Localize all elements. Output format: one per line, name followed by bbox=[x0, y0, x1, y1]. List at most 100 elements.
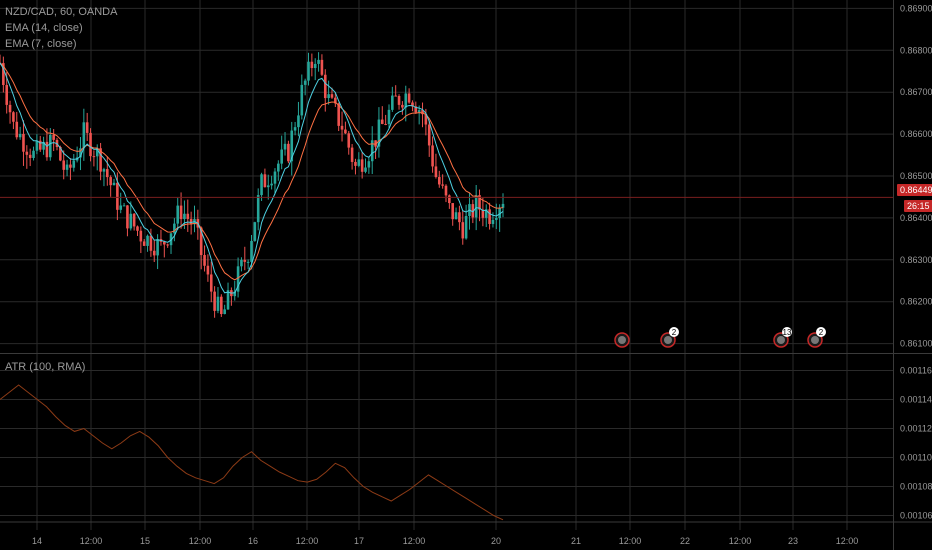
candle-body bbox=[474, 195, 478, 218]
candle-body bbox=[310, 61, 314, 69]
y-tick-label: 0.86200 bbox=[900, 297, 932, 307]
y-tick-label: 0.86400 bbox=[900, 213, 932, 223]
candle-body bbox=[293, 127, 297, 131]
y-tick-label: 0.86600 bbox=[900, 129, 932, 139]
candle-body bbox=[146, 235, 149, 246]
candle-body bbox=[421, 110, 424, 115]
event-flag-icon bbox=[777, 336, 785, 344]
candle-body bbox=[347, 133, 351, 148]
candle-body bbox=[89, 132, 92, 157]
candle-body bbox=[327, 94, 330, 99]
candle-body bbox=[360, 159, 364, 172]
candle-body bbox=[99, 148, 102, 172]
candle-body bbox=[28, 154, 32, 158]
candle-body bbox=[102, 169, 106, 172]
candle-body bbox=[35, 140, 39, 151]
x-tick-label: 22 bbox=[680, 536, 690, 546]
x-tick-label: 15 bbox=[140, 536, 150, 546]
candle-body bbox=[126, 205, 129, 229]
candle-body bbox=[189, 218, 193, 225]
candle-body bbox=[179, 205, 183, 220]
candle-body bbox=[407, 93, 411, 103]
candle-body bbox=[481, 209, 485, 218]
candle-body bbox=[183, 213, 186, 220]
candle-body bbox=[394, 95, 397, 97]
candle-body bbox=[256, 195, 260, 223]
candle-body bbox=[142, 241, 146, 246]
candle-body bbox=[494, 218, 498, 220]
candle-body bbox=[270, 183, 273, 186]
candle-body bbox=[112, 182, 116, 186]
y-tick-label: 0.86300 bbox=[900, 255, 932, 265]
candle-body bbox=[340, 125, 344, 130]
candle-body bbox=[370, 140, 374, 162]
candle-body bbox=[18, 133, 22, 138]
symbol-legend[interactable]: NZD/CAD, 60, OANDA bbox=[5, 6, 118, 18]
candle-body bbox=[206, 265, 210, 275]
y-tick-label: 0.00110 bbox=[900, 453, 932, 463]
candle-body bbox=[491, 219, 495, 224]
candle-body bbox=[380, 119, 384, 124]
candle-body bbox=[136, 226, 139, 231]
y-tick-label: 0.86700 bbox=[900, 87, 932, 97]
candle-body bbox=[431, 145, 434, 167]
candle-body bbox=[82, 122, 86, 149]
candle-body bbox=[411, 102, 414, 107]
ema14-legend[interactable]: EMA (14, close) bbox=[5, 22, 83, 34]
countdown-badge: 26:15 bbox=[904, 200, 932, 212]
candle-body bbox=[283, 143, 287, 150]
y-tick-label: 0.00114 bbox=[900, 395, 932, 405]
candle-body bbox=[387, 109, 391, 125]
candle-body bbox=[478, 195, 481, 210]
candle-body bbox=[139, 230, 143, 242]
candle-body bbox=[152, 250, 156, 256]
candle-body bbox=[116, 182, 119, 210]
atr-line bbox=[0, 384, 504, 521]
candle-body bbox=[290, 130, 294, 162]
candle-body bbox=[307, 61, 310, 81]
candle-body bbox=[85, 122, 89, 133]
x-tick-label: 12:00 bbox=[403, 536, 426, 546]
candle-body bbox=[323, 74, 327, 99]
event-count-badge bbox=[782, 327, 792, 337]
candle-body bbox=[22, 133, 25, 152]
ema7-legend[interactable]: EMA (7, close) bbox=[5, 38, 77, 50]
candle-body bbox=[79, 148, 82, 158]
candle-body bbox=[397, 96, 401, 105]
candle-body bbox=[458, 212, 461, 223]
candle-body bbox=[246, 261, 250, 263]
candle-body bbox=[391, 95, 394, 110]
candle-body bbox=[176, 205, 180, 224]
y-tick-label: 0.86500 bbox=[900, 171, 932, 181]
x-tick-label: 12:00 bbox=[80, 536, 103, 546]
candle-body bbox=[461, 222, 465, 239]
candle-body bbox=[417, 110, 421, 113]
candle-body bbox=[42, 141, 45, 150]
candle-body bbox=[454, 212, 458, 220]
candle-body bbox=[220, 296, 223, 315]
candle-body bbox=[95, 148, 99, 157]
candle-body bbox=[92, 156, 96, 158]
candle-body bbox=[277, 163, 280, 172]
candle-body bbox=[334, 97, 337, 104]
candle-body bbox=[427, 124, 431, 146]
y-tick-label: 0.00112 bbox=[900, 424, 932, 434]
candle-body bbox=[122, 205, 126, 207]
candle-body bbox=[250, 240, 253, 262]
candle-body bbox=[223, 309, 226, 315]
last-price-badge: 0.86449 bbox=[897, 184, 932, 196]
candle-body bbox=[377, 119, 381, 147]
candle-body bbox=[471, 204, 475, 218]
candle-body bbox=[364, 167, 367, 172]
candle-body bbox=[350, 147, 354, 162]
candle-body bbox=[253, 222, 257, 241]
atr-legend[interactable]: ATR (100, RMA) bbox=[5, 361, 86, 373]
candle-body bbox=[260, 174, 263, 196]
candle-body bbox=[414, 106, 418, 113]
x-tick-label: 12:00 bbox=[729, 536, 752, 546]
candle-body bbox=[297, 115, 300, 128]
candle-body bbox=[444, 185, 448, 196]
candle-body bbox=[501, 203, 505, 208]
candle-body bbox=[65, 164, 69, 170]
